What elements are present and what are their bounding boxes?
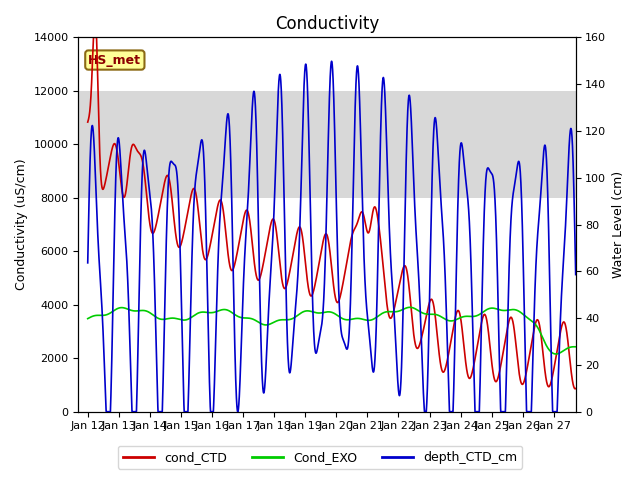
- Y-axis label: Conductivity (uS/cm): Conductivity (uS/cm): [15, 159, 28, 290]
- Text: HS_met: HS_met: [88, 54, 141, 67]
- Bar: [79, 91, 575, 198]
- Legend: cond_CTD, Cond_EXO, depth_CTD_cm: cond_CTD, Cond_EXO, depth_CTD_cm: [118, 446, 522, 469]
- Title: Conductivity: Conductivity: [275, 15, 379, 33]
- Y-axis label: Water Level (cm): Water Level (cm): [612, 171, 625, 278]
